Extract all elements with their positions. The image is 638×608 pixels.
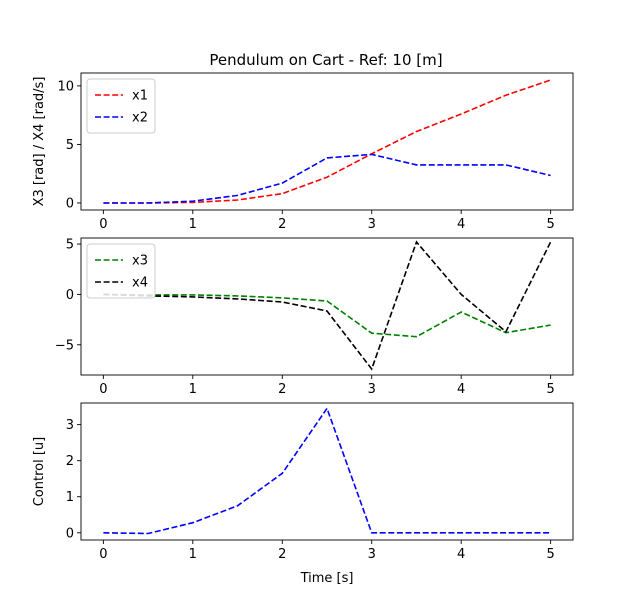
series-line-x3 xyxy=(103,293,551,338)
y-tick-label: 5 xyxy=(66,238,74,253)
x-tick-label: 1 xyxy=(189,382,197,397)
axes-frame xyxy=(80,72,574,211)
legend-label-x3: x3 xyxy=(132,254,148,269)
legend-label-x2: x2 xyxy=(132,111,148,126)
series-line-x4 xyxy=(103,240,552,371)
y-tick-label: 5 xyxy=(66,138,74,153)
x-tick-label: 5 xyxy=(546,547,554,562)
chart-title: Pendulum on Cart - Ref: 10 [m] xyxy=(209,51,442,69)
axes-frame xyxy=(80,402,574,541)
x-tick-label: 1 xyxy=(189,547,197,562)
x-tick-label: 2 xyxy=(278,382,286,397)
y-axis-label: X3 [rad] / X4 [rad/s] xyxy=(32,77,47,207)
subplot-3: 0 1 2 3 4 5 0 1 2 3 Control [u] Time [s] xyxy=(32,402,574,586)
y-tick-label: 1 xyxy=(66,490,74,505)
x-tick-label: 2 xyxy=(278,547,286,562)
x-tick-label: 5 xyxy=(546,382,554,397)
legend-label-x1: x1 xyxy=(132,89,148,104)
x-tick-label: 0 xyxy=(99,547,107,562)
x-tick-label: 4 xyxy=(457,217,465,232)
y-tick-label: 10 xyxy=(57,79,74,94)
series-line-x2 xyxy=(103,153,551,204)
series-line-x1 xyxy=(103,79,551,204)
axes-frame xyxy=(80,237,574,376)
y-tick-label: 0 xyxy=(66,526,74,541)
x-tick-label: 4 xyxy=(457,547,465,562)
x-tick-label: 4 xyxy=(457,382,465,397)
series-line-series-1 xyxy=(103,406,551,535)
x-axis-label: Time [s] xyxy=(300,571,354,586)
y-tick-label: −5 xyxy=(55,338,74,353)
x-tick-label: 1 xyxy=(189,217,197,232)
x-tick-label: 3 xyxy=(368,382,376,397)
x-tick-label: 5 xyxy=(546,217,554,232)
y-axis-label: Control [u] xyxy=(32,437,47,507)
x-tick-label: 0 xyxy=(99,217,107,232)
y-tick-label: 2 xyxy=(66,454,74,469)
y-tick-label: 3 xyxy=(66,418,74,433)
legend-label-x4: x4 xyxy=(132,276,148,291)
y-tick-label: 0 xyxy=(66,288,74,303)
x-tick-label: 3 xyxy=(368,547,376,562)
y-tick-label: 0 xyxy=(66,196,74,211)
legend-box xyxy=(86,243,156,299)
x-tick-label: 3 xyxy=(368,217,376,232)
x-tick-label: 2 xyxy=(278,217,286,232)
legend-box xyxy=(86,78,156,134)
x-tick-label: 0 xyxy=(99,382,107,397)
